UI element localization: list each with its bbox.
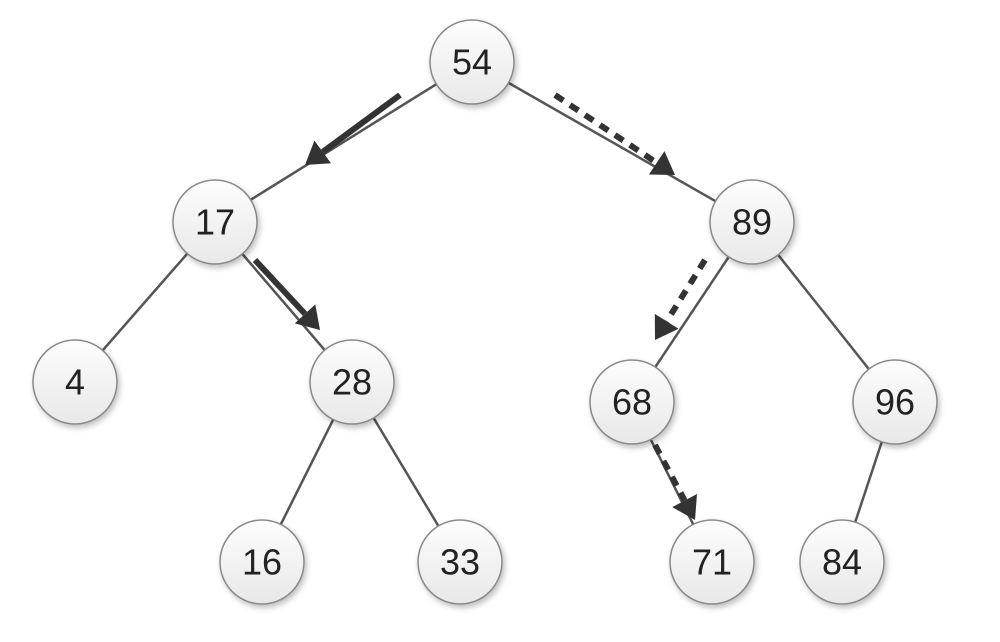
tree-node: 16 xyxy=(220,520,304,604)
tree-node: 28 xyxy=(310,340,394,424)
tree-edge xyxy=(655,257,728,367)
arrow-dashed xyxy=(655,445,697,520)
tree-edge xyxy=(281,420,333,525)
tree-node: 17 xyxy=(173,180,257,264)
edges-layer xyxy=(103,83,882,526)
tree-edge xyxy=(374,418,439,526)
node-label: 54 xyxy=(452,42,492,83)
arrows-layer xyxy=(255,95,705,520)
node-label: 96 xyxy=(875,382,915,423)
binary-tree-diagram: 54 17 89 4 28 68 96 16 33 71 84 xyxy=(0,0,1000,642)
arrow-dashed xyxy=(555,95,675,175)
node-label: 71 xyxy=(692,542,732,583)
node-label: 4 xyxy=(65,362,85,403)
node-label: 33 xyxy=(440,542,480,583)
tree-node: 84 xyxy=(800,520,884,604)
tree-node: 54 xyxy=(430,20,514,104)
tree-node: 96 xyxy=(853,360,937,444)
node-label: 17 xyxy=(195,202,235,243)
node-label: 16 xyxy=(242,542,282,583)
tree-node: 71 xyxy=(670,520,754,604)
tree-edge xyxy=(508,83,715,201)
tree-edge xyxy=(103,254,188,351)
nodes-layer: 54 17 89 4 28 68 96 16 33 71 84 xyxy=(33,20,937,604)
node-label: 28 xyxy=(332,362,372,403)
tree-edge xyxy=(855,442,882,522)
tree-node: 33 xyxy=(418,520,502,604)
node-label: 84 xyxy=(822,542,862,583)
node-label: 89 xyxy=(732,202,772,243)
arrow-solid xyxy=(305,95,400,165)
node-label: 68 xyxy=(612,382,652,423)
arrow-solid xyxy=(255,260,320,330)
tree-edge xyxy=(778,255,869,369)
tree-edge xyxy=(251,84,437,200)
tree-edge xyxy=(242,254,324,350)
tree-node: 4 xyxy=(33,340,117,424)
tree-node: 89 xyxy=(710,180,794,264)
tree-node: 68 xyxy=(590,360,674,444)
